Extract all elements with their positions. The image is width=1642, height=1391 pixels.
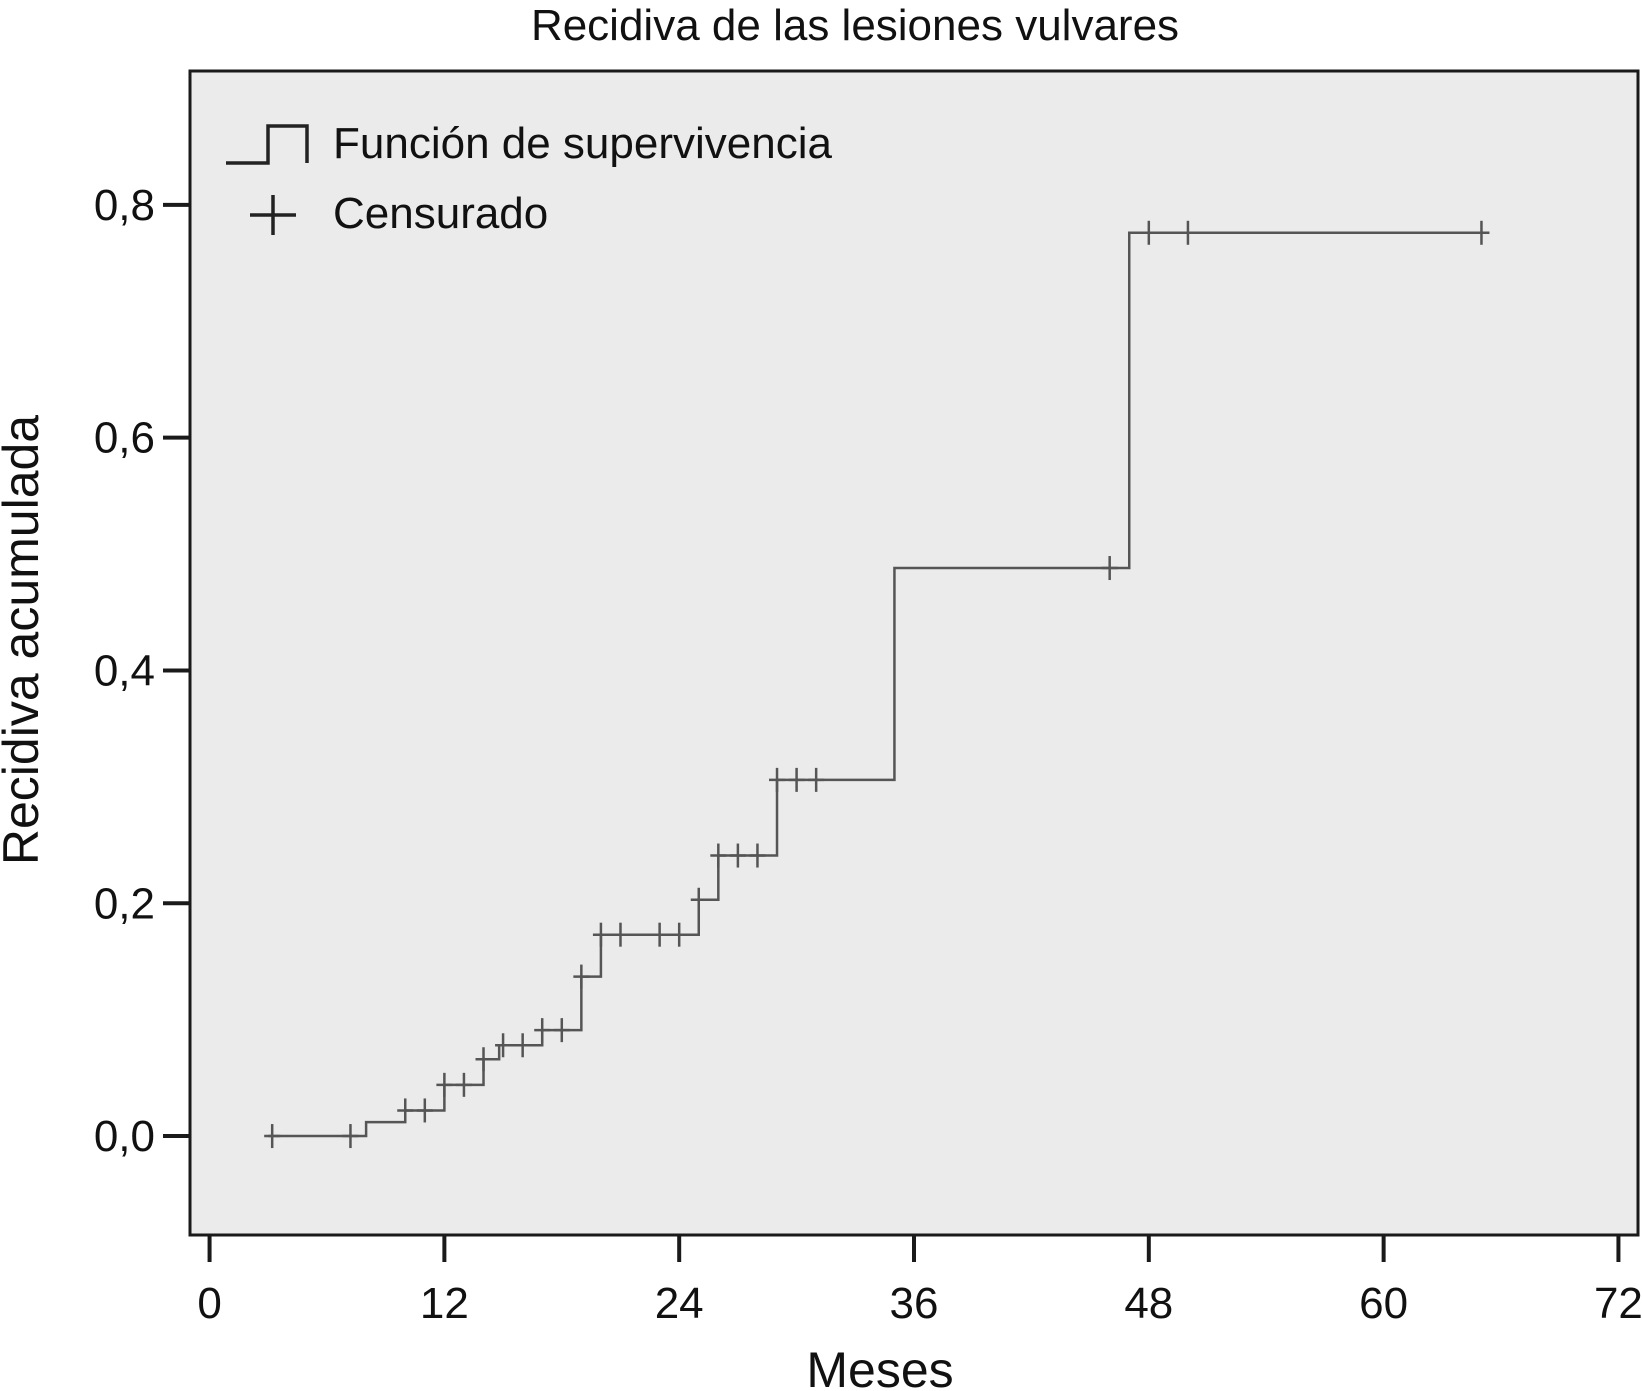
y-axis-label: Recidiva acumulada — [0, 415, 49, 865]
y-tick-label: 0,8 — [94, 181, 155, 230]
censored-mark — [475, 1047, 492, 1072]
censored-mark — [534, 1018, 551, 1043]
y-tick-label: 0,0 — [94, 1112, 155, 1161]
censored-mark — [264, 1124, 281, 1149]
censored-mark — [495, 1033, 512, 1058]
x-tick-label: 12 — [420, 1279, 469, 1328]
censored-mark — [1101, 556, 1118, 581]
chart-title: Recidiva de las lesiones vulvares — [531, 1, 1179, 50]
y-tick-label: 0,4 — [94, 646, 155, 695]
censored-mark — [397, 1098, 414, 1123]
y-axis: 0,0 0,2 0,4 0,6 0,8 — [94, 181, 190, 1161]
legend-plus-symbol — [250, 195, 296, 235]
censored-mark — [690, 887, 707, 912]
censored-mark — [612, 922, 629, 947]
x-axis-label: Meses — [806, 1342, 953, 1391]
censored-mark — [749, 843, 766, 868]
x-axis: 0 12 24 36 48 60 72 — [197, 1233, 1642, 1328]
censored-mark — [671, 922, 688, 947]
censored-mark — [342, 1124, 359, 1149]
x-tick-label: 0 — [197, 1279, 221, 1328]
censored-mark — [436, 1072, 453, 1097]
x-tick-label: 60 — [1359, 1279, 1408, 1328]
legend-label-censored: Censurado — [333, 189, 548, 238]
x-tick-label: 72 — [1594, 1279, 1642, 1328]
censored-mark — [788, 767, 805, 792]
censored-marks — [264, 220, 1490, 1149]
y-tick-label: 0,2 — [94, 879, 155, 928]
legend-step-symbol — [226, 124, 309, 165]
censored-mark — [651, 922, 668, 947]
censored-mark — [416, 1098, 433, 1123]
x-tick-label: 24 — [655, 1279, 704, 1328]
censored-mark — [573, 964, 590, 989]
y-tick-label: 0,6 — [94, 414, 155, 463]
censored-mark — [1473, 220, 1490, 245]
censored-mark — [514, 1033, 531, 1058]
x-tick-label: 48 — [1124, 1279, 1173, 1328]
censored-mark — [1140, 220, 1157, 245]
censored-mark — [769, 767, 786, 792]
censored-mark — [1179, 220, 1196, 245]
censored-mark — [553, 1018, 570, 1043]
censored-mark — [455, 1072, 472, 1097]
censored-mark — [710, 843, 727, 868]
censored-mark — [808, 767, 825, 792]
censored-mark — [729, 843, 746, 868]
legend: Función de supervivencia Censurado — [226, 119, 832, 238]
plot-area — [188, 69, 1640, 1237]
censored-mark — [592, 922, 609, 947]
legend-label-survival: Función de supervivencia — [333, 119, 832, 168]
x-tick-label: 36 — [890, 1279, 939, 1328]
